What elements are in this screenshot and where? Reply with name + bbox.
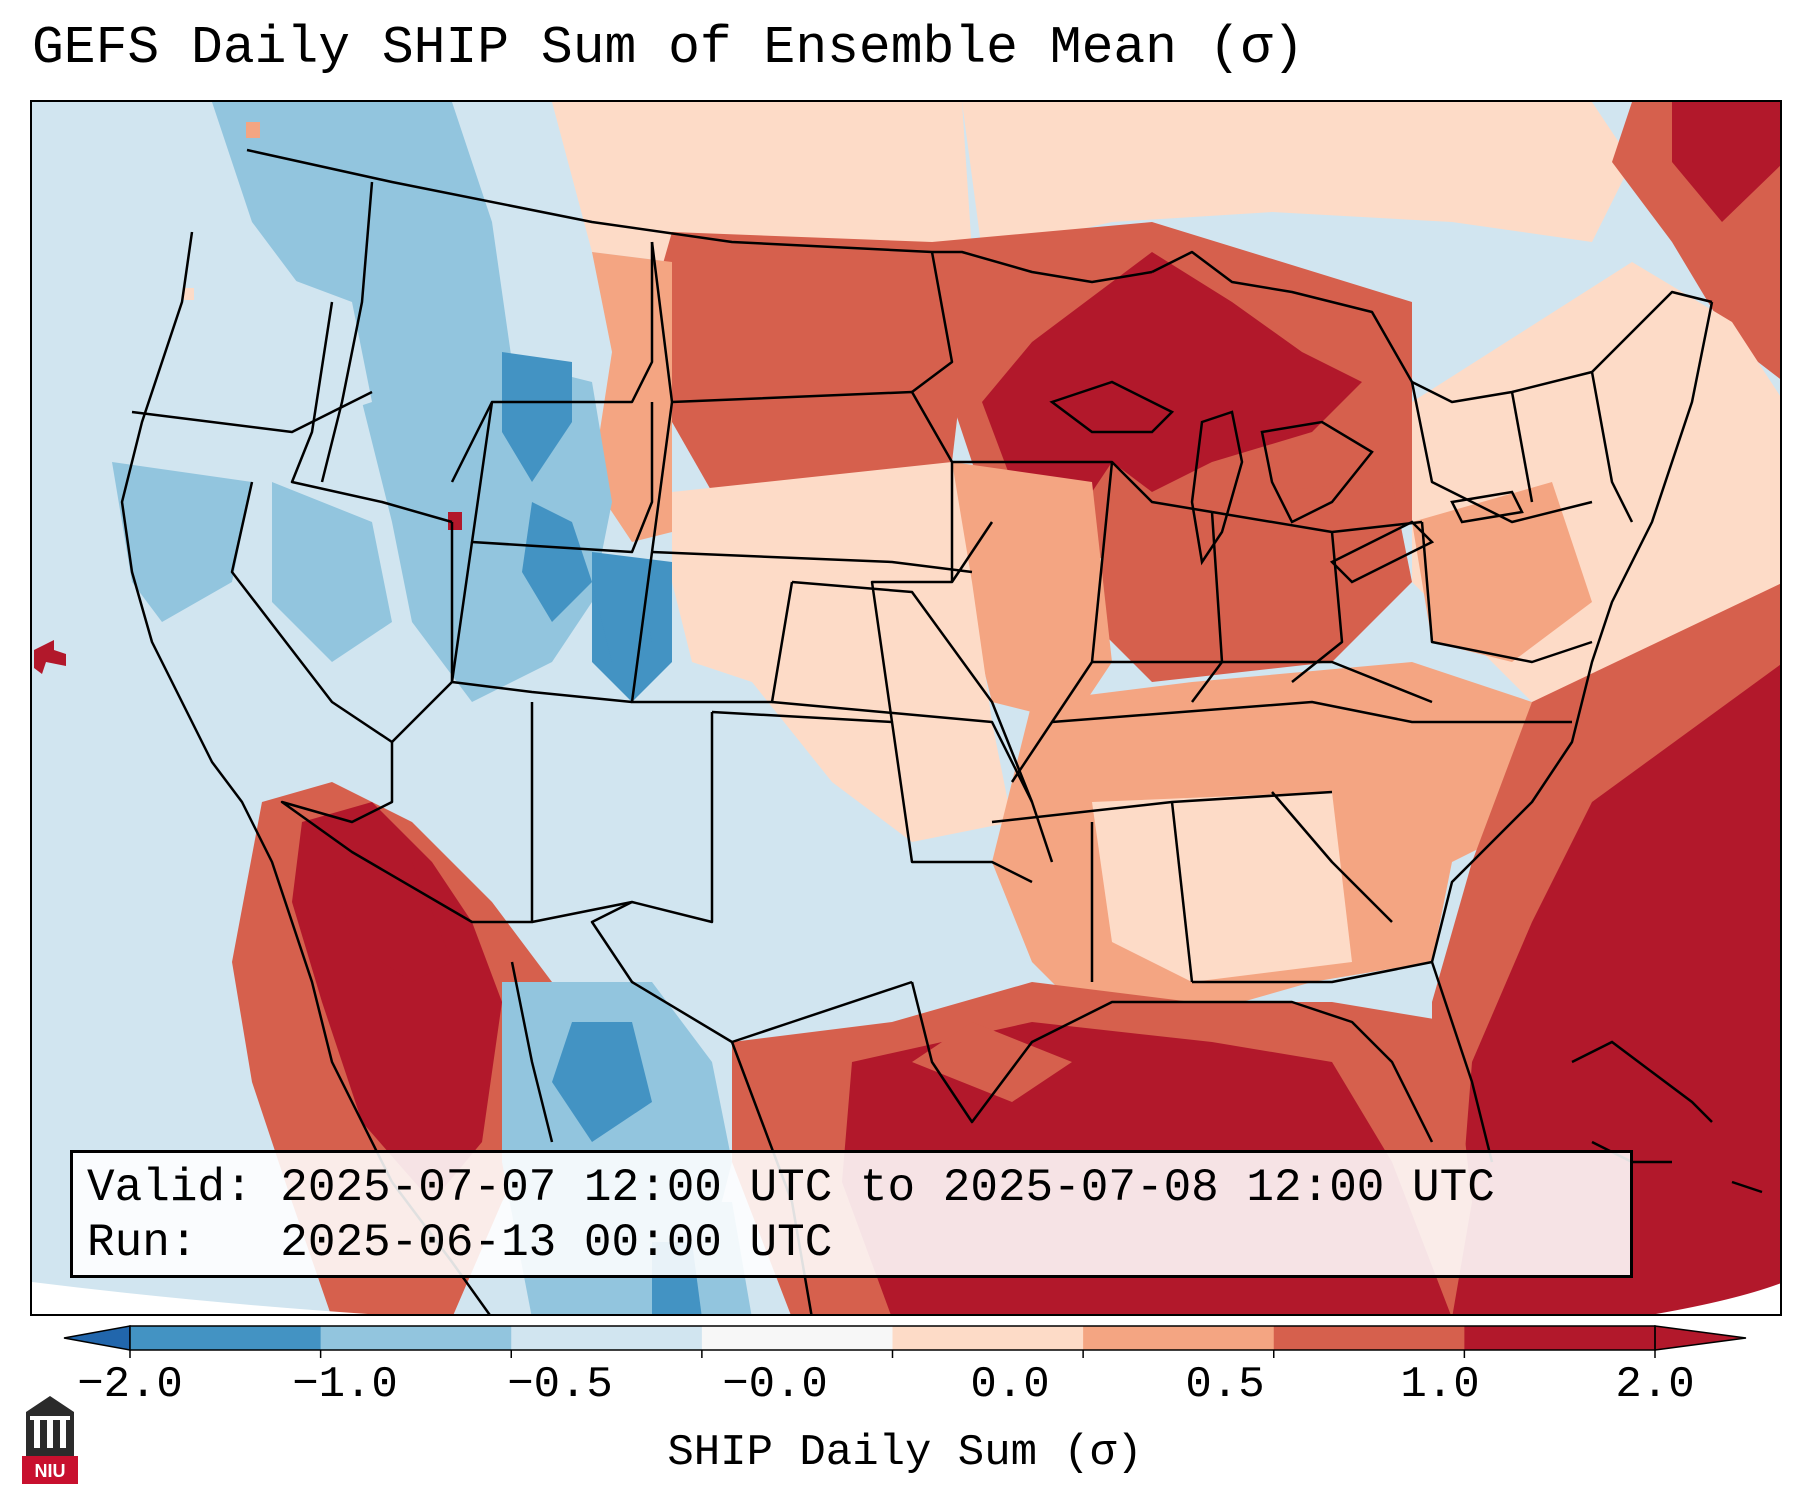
run-time-text: Run: 2025-06-13 00:00 UTC <box>87 1217 833 1269</box>
validity-info-box: Valid: 2025-07-07 12:00 UTC to 2025-07-0… <box>70 1150 1633 1278</box>
map-title: GEFS Daily SHIP Sum of Ensemble Mean (σ) <box>32 18 1305 78</box>
great-lakes-outline <box>1049 380 1524 584</box>
colorbar-tick-label: 0.5 <box>1185 1360 1265 1410</box>
ship-field-map <box>32 102 1780 1314</box>
colorbar-tick-label: −0.0 <box>722 1360 828 1410</box>
colorbar-tick-label: 1.0 <box>1400 1360 1480 1410</box>
colorbar-under-extension <box>63 1325 131 1351</box>
colorbar-bin <box>511 1326 703 1350</box>
colorbar-tick-label: 0.0 <box>970 1360 1050 1410</box>
niu-logo: NIU <box>22 1396 78 1484</box>
colorbar-bin <box>1273 1326 1465 1350</box>
colorbar-tick-label: −2.0 <box>77 1360 183 1410</box>
colorbar-tick-label: 2.0 <box>1615 1360 1695 1410</box>
map-panel[interactable]: Valid: 2025-07-07 12:00 UTC to 2025-07-0… <box>30 100 1782 1316</box>
colorbar-bin <box>130 1326 322 1350</box>
colorbar-bin <box>1464 1326 1656 1350</box>
field-region-great-lakes-core <box>982 252 1362 522</box>
field-region-northern-plains <box>652 232 972 502</box>
colorbar-tick-label: −0.5 <box>507 1360 613 1410</box>
colorbar-tick-label: −1.0 <box>292 1360 398 1410</box>
valid-time-text: Valid: 2025-07-07 12:00 UTC to 2025-07-0… <box>87 1162 1495 1214</box>
field-region-northern-rockies <box>212 102 612 702</box>
colorbar <box>63 1325 1747 1358</box>
colorbar-bin <box>1083 1326 1275 1350</box>
colorbar-bin <box>892 1326 1084 1350</box>
field-region-canada-plains <box>552 102 972 282</box>
niu-logo-text: NIU <box>35 1461 66 1481</box>
colorbar-over-extension <box>1654 1325 1747 1351</box>
colorbar-bin <box>701 1326 893 1350</box>
colorbar-bin <box>320 1326 512 1350</box>
colorbar-title: SHIP Daily Sum (σ) <box>667 1428 1143 1478</box>
